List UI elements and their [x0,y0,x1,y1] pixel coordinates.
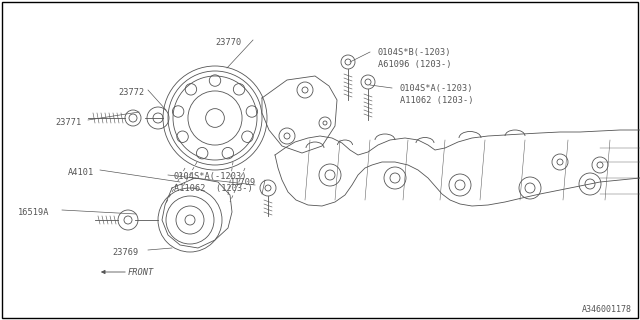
Text: FRONT: FRONT [128,268,154,277]
Text: 23769: 23769 [112,248,138,257]
Text: 0104S*B(-1203): 0104S*B(-1203) [378,48,451,57]
Text: A11062 (1203-): A11062 (1203-) [400,96,474,105]
Text: A346001178: A346001178 [582,305,632,314]
Text: 23772: 23772 [118,88,144,97]
Text: 11709: 11709 [230,178,256,187]
Text: 0104S*A(-1203): 0104S*A(-1203) [400,84,474,93]
Text: 0104S*A(-1203): 0104S*A(-1203) [174,172,248,181]
Text: 16519A: 16519A [18,208,49,217]
Text: 23770: 23770 [215,38,241,47]
Text: A4101: A4101 [68,168,94,177]
Text: A11062  (1203-): A11062 (1203-) [174,184,253,193]
Text: A61096 (1203-): A61096 (1203-) [378,60,451,69]
Text: 23771: 23771 [55,118,81,127]
